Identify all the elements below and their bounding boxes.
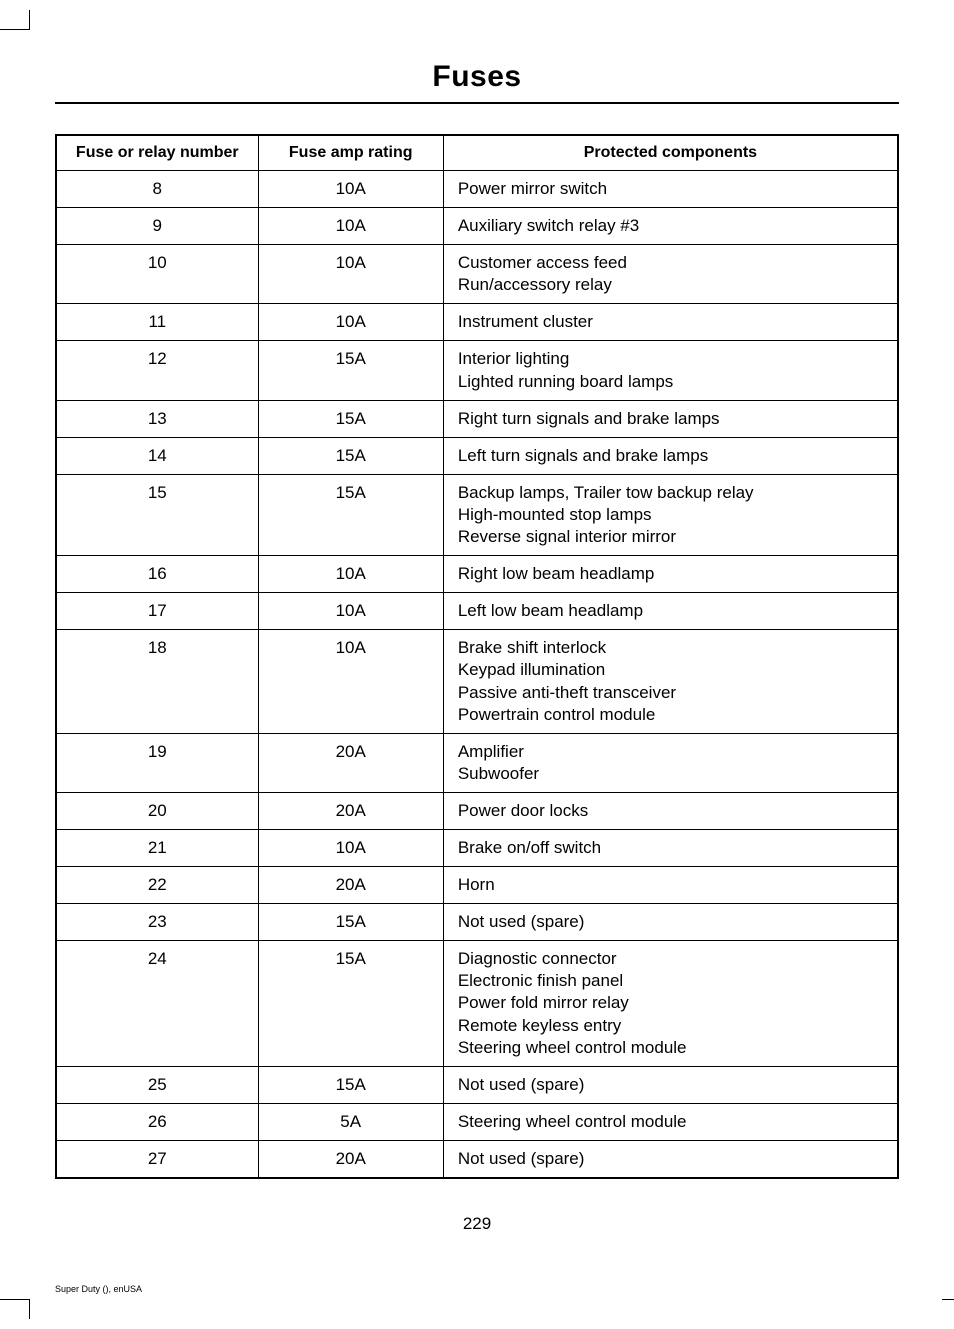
cell-amp-rating: 10A (258, 245, 443, 304)
table-row: 2515ANot used (spare) (56, 1066, 898, 1103)
cell-components: Backup lamps, Trailer tow backup relayHi… (443, 474, 898, 555)
table-row: 810APower mirror switch (56, 171, 898, 208)
cell-components: Auxiliary switch relay #3 (443, 208, 898, 245)
col-header-fuse-number: Fuse or relay number (56, 135, 258, 171)
table-row: 1515ABackup lamps, Trailer tow backup re… (56, 474, 898, 555)
cell-amp-rating: 10A (258, 304, 443, 341)
cell-fuse-number: 22 (56, 867, 258, 904)
cell-components: Power mirror switch (443, 171, 898, 208)
cell-fuse-number: 11 (56, 304, 258, 341)
cell-fuse-number: 20 (56, 792, 258, 829)
cell-components: Power door locks (443, 792, 898, 829)
table-row: 2720ANot used (spare) (56, 1140, 898, 1178)
crop-mark-bottom-right (942, 1299, 954, 1319)
cell-fuse-number: 24 (56, 941, 258, 1066)
table-row: 2020APower door locks (56, 792, 898, 829)
cell-amp-rating: 15A (258, 341, 443, 400)
cell-amp-rating: 15A (258, 437, 443, 474)
table-row: 2315ANot used (spare) (56, 904, 898, 941)
page-number: 229 (55, 1214, 899, 1234)
cell-components: Customer access feedRun/accessory relay (443, 245, 898, 304)
table-header-row: Fuse or relay number Fuse amp rating Pro… (56, 135, 898, 171)
table-row: 910AAuxiliary switch relay #3 (56, 208, 898, 245)
page-title: Fuses (55, 60, 899, 94)
table-row: 1215AInterior lightingLighted running bo… (56, 341, 898, 400)
cell-components: Left low beam headlamp (443, 593, 898, 630)
cell-components: Horn (443, 867, 898, 904)
fuse-table: Fuse or relay number Fuse amp rating Pro… (55, 134, 899, 1179)
cell-amp-rating: 15A (258, 474, 443, 555)
table-row: 1810ABrake shift interlockKeypad illumin… (56, 630, 898, 733)
col-header-amp-rating: Fuse amp rating (258, 135, 443, 171)
cell-amp-rating: 20A (258, 1140, 443, 1178)
table-row: 2110ABrake on/off switch (56, 829, 898, 866)
cell-amp-rating: 10A (258, 208, 443, 245)
cell-fuse-number: 23 (56, 904, 258, 941)
cell-amp-rating: 15A (258, 1066, 443, 1103)
cell-amp-rating: 20A (258, 867, 443, 904)
cell-fuse-number: 13 (56, 400, 258, 437)
cell-amp-rating: 10A (258, 829, 443, 866)
cell-components: Interior lightingLighted running board l… (443, 341, 898, 400)
table-row: 265ASteering wheel control module (56, 1103, 898, 1140)
cell-fuse-number: 14 (56, 437, 258, 474)
cell-components: Diagnostic connectorElectronic finish pa… (443, 941, 898, 1066)
cell-fuse-number: 9 (56, 208, 258, 245)
cell-fuse-number: 27 (56, 1140, 258, 1178)
table-row: 1110AInstrument cluster (56, 304, 898, 341)
footer-text: Super Duty (), enUSA (55, 1284, 142, 1294)
cell-components: Right turn signals and brake lamps (443, 400, 898, 437)
cell-components: Brake shift interlockKeypad illumination… (443, 630, 898, 733)
table-row: 1710ALeft low beam headlamp (56, 593, 898, 630)
table-row: 1315ARight turn signals and brake lamps (56, 400, 898, 437)
cell-amp-rating: 10A (258, 171, 443, 208)
cell-fuse-number: 10 (56, 245, 258, 304)
cell-amp-rating: 15A (258, 904, 443, 941)
crop-mark-top-left (0, 10, 30, 30)
cell-components: Instrument cluster (443, 304, 898, 341)
title-divider (55, 102, 899, 104)
cell-amp-rating: 20A (258, 792, 443, 829)
table-row: 1010ACustomer access feedRun/accessory r… (56, 245, 898, 304)
table-row: 2220AHorn (56, 867, 898, 904)
cell-amp-rating: 10A (258, 630, 443, 733)
cell-amp-rating: 15A (258, 400, 443, 437)
cell-components: Right low beam headlamp (443, 556, 898, 593)
table-row: 1415ALeft turn signals and brake lamps (56, 437, 898, 474)
cell-fuse-number: 17 (56, 593, 258, 630)
cell-components: Left turn signals and brake lamps (443, 437, 898, 474)
cell-components: Steering wheel control module (443, 1103, 898, 1140)
cell-fuse-number: 15 (56, 474, 258, 555)
cell-fuse-number: 16 (56, 556, 258, 593)
col-header-components: Protected components (443, 135, 898, 171)
cell-fuse-number: 21 (56, 829, 258, 866)
cell-amp-rating: 15A (258, 941, 443, 1066)
cell-fuse-number: 12 (56, 341, 258, 400)
cell-fuse-number: 18 (56, 630, 258, 733)
cell-fuse-number: 26 (56, 1103, 258, 1140)
cell-amp-rating: 10A (258, 593, 443, 630)
cell-amp-rating: 20A (258, 733, 443, 792)
cell-fuse-number: 25 (56, 1066, 258, 1103)
cell-components: Not used (spare) (443, 1140, 898, 1178)
cell-components: Not used (spare) (443, 904, 898, 941)
table-row: 2415ADiagnostic connectorElectronic fini… (56, 941, 898, 1066)
cell-fuse-number: 19 (56, 733, 258, 792)
cell-components: AmplifierSubwoofer (443, 733, 898, 792)
crop-mark-bottom-left (0, 1299, 30, 1319)
cell-components: Brake on/off switch (443, 829, 898, 866)
cell-fuse-number: 8 (56, 171, 258, 208)
cell-amp-rating: 10A (258, 556, 443, 593)
cell-components: Not used (spare) (443, 1066, 898, 1103)
table-row: 1610ARight low beam headlamp (56, 556, 898, 593)
table-row: 1920AAmplifierSubwoofer (56, 733, 898, 792)
cell-amp-rating: 5A (258, 1103, 443, 1140)
